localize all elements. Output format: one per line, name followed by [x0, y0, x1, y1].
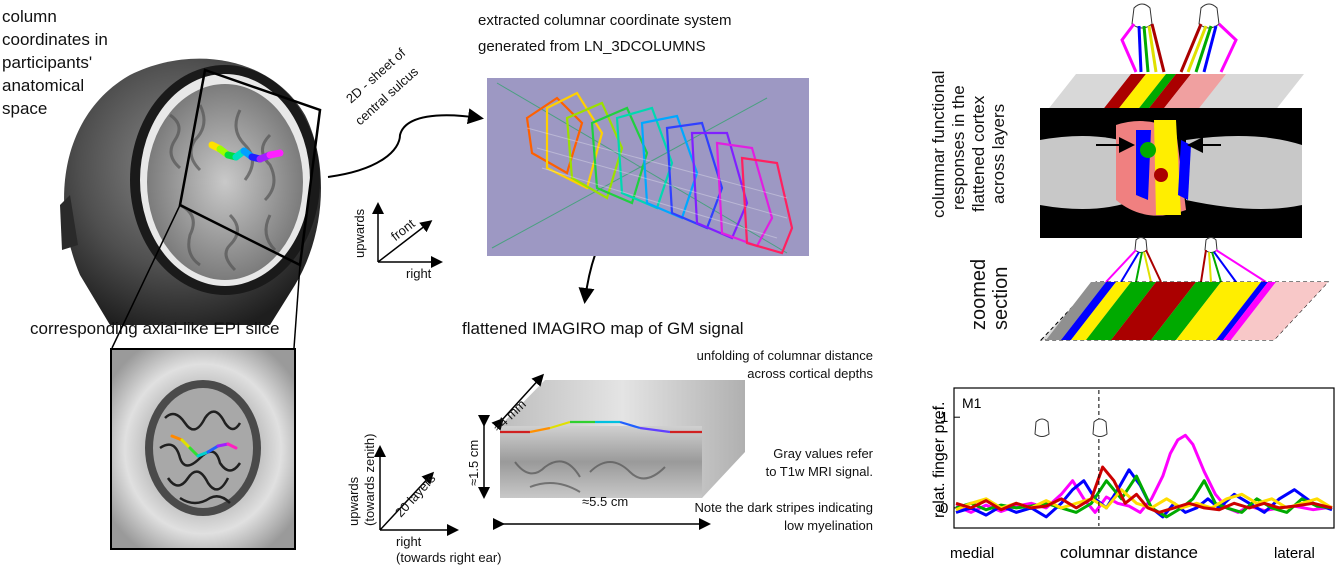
series-line-5 — [955, 465, 1333, 514]
chart-hand-icons — [1034, 418, 1108, 437]
top-sheet-stripes — [1101, 74, 1226, 112]
flat-axis-up-line-2: (towards zenith) — [362, 433, 377, 526]
flattened-title: flattened IMAGIRO map of GM signal — [462, 319, 744, 338]
columnar-coordinate-grid-image — [487, 78, 809, 256]
gray-note-line-4: low myelination — [784, 518, 873, 533]
y-tick-label: 1 — [940, 409, 948, 426]
finger-lines-top — [1120, 22, 1238, 73]
unfold-line-1: unfolding of columnar distance — [696, 348, 873, 363]
functional-response-map — [1039, 3, 1330, 341]
gray-note-line-1: Gray values refer — [773, 446, 873, 461]
gray-note-line-3: Note the dark stripes indicating — [694, 500, 873, 515]
chart-x-left-label: medial — [950, 545, 994, 562]
unfold-line-2: across cortical depths — [747, 366, 873, 381]
flattened-map-image — [478, 373, 745, 530]
anatomy-title-line-5: space — [2, 99, 48, 118]
zoom-label-line-2: section — [990, 266, 1012, 330]
anatomy-title-line-2: coordinates in — [2, 30, 108, 49]
chart-ylabel: relat. finger pref. — [931, 402, 948, 519]
responses-label-line-2: responses in the — [949, 85, 968, 210]
chart-x-right-label: lateral — [1274, 545, 1315, 562]
finger-lines-zoom — [1105, 249, 1267, 283]
responses-label-line-4: across layers — [989, 103, 1008, 204]
columnar-axis-right: right — [406, 266, 432, 281]
responses-label-line-3: flattened cortex — [969, 95, 988, 212]
chart-panel-label: M1 — [962, 395, 982, 411]
anatomy-title-line-3: participants' — [2, 53, 93, 72]
responses-label-line-1: columnar functional — [929, 70, 948, 218]
flat-axis-right-line-2: (towards right ear) — [396, 550, 502, 565]
gray-note-line-2: to T1w MRI signal. — [765, 464, 873, 479]
anatomy-title-line-4: anatomical — [2, 76, 85, 95]
y-tick-label: 0 — [940, 500, 948, 517]
flat-axis-right-line-1: right — [396, 534, 422, 549]
hand-icons-top — [1131, 3, 1220, 29]
epi-slice-image — [110, 348, 296, 550]
flat-axis-up-line-1: upwards — [346, 476, 361, 526]
anatomy-title-line-1: column — [2, 7, 57, 26]
columnar-title-line-1: extracted columnar coordinate system — [478, 12, 732, 29]
hand-icons-zoom — [1134, 237, 1218, 253]
chart-xlabel: columnar distance — [1060, 543, 1198, 562]
head-render — [60, 58, 322, 325]
epi-caption: corresponding axial-like EPI slice — [30, 319, 280, 338]
columnar-title-line-2: generated from LN_3DCOLUMNS — [478, 38, 706, 55]
zoom-label-line-1: zoomed — [968, 258, 990, 330]
dim-width: ≈5.5 cm — [582, 494, 629, 509]
m1-finger-preference-chart: 0 1 M1 relat. finger pref. columnar dista… — [931, 387, 1335, 562]
zoomed-section-stripes — [1046, 282, 1328, 340]
